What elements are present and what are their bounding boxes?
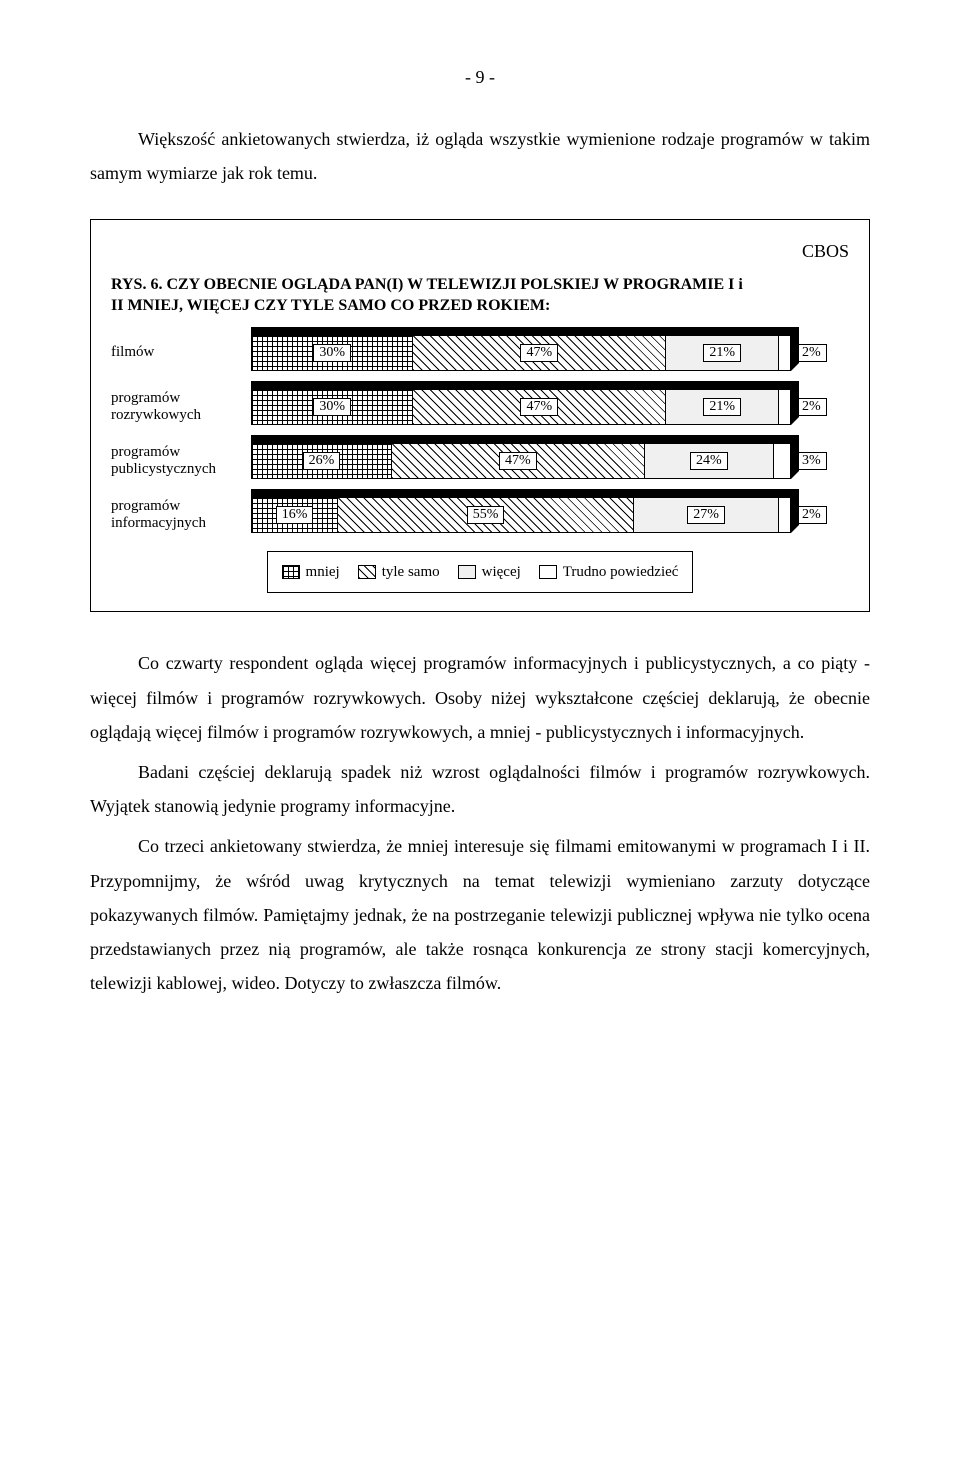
page-number: - 9 - xyxy=(90,60,870,94)
seg-tyle-samo: 47% xyxy=(392,444,645,478)
bar-face: 16% 55% 27% 2% xyxy=(251,497,791,533)
seg-tyle-samo: 47% xyxy=(413,336,666,370)
bar-row-label: filmów xyxy=(111,344,251,361)
value-box: 30% xyxy=(313,398,351,416)
bar-3d-top xyxy=(251,489,799,497)
bar-3d-right xyxy=(791,381,799,425)
seg-tyle-samo: 55% xyxy=(338,498,634,532)
seg-trudno: 3% xyxy=(774,444,790,478)
value-box: 27% xyxy=(687,506,725,524)
bar-face: 30% 47% 21% 2% xyxy=(251,389,791,425)
legend-label: tyle samo xyxy=(382,558,440,587)
seg-wiecej: 24% xyxy=(645,444,774,478)
seg-wiecej: 21% xyxy=(666,390,779,424)
bar-wrap: 30% 47% 21% 2% xyxy=(251,335,849,371)
value-box: 21% xyxy=(703,398,741,416)
bar-face: 30% 47% 21% 2% xyxy=(251,335,791,371)
value-box: 2% xyxy=(796,506,827,524)
seg-trudno: 2% xyxy=(779,498,790,532)
chart-panel: CBOS RYS. 6. CZY OBECNIE OGLĄDA PAN(I) W… xyxy=(90,219,870,613)
swatch-grid-icon xyxy=(282,565,300,579)
body-paragraph: Co czwarty respondent ogląda więcej prog… xyxy=(90,646,870,749)
value-box: 3% xyxy=(796,452,827,470)
bar-row-label: programów publicystycznych xyxy=(111,444,251,479)
bar-wrap: 16% 55% 27% 2% xyxy=(251,497,849,533)
value-box: 55% xyxy=(467,506,505,524)
seg-trudno: 2% xyxy=(779,336,790,370)
value-box: 47% xyxy=(520,344,558,362)
value-box: 21% xyxy=(703,344,741,362)
value-box: 26% xyxy=(303,452,341,470)
bar-rows-container: filmów30%47%21%2%programów rozrywkowych3… xyxy=(111,335,849,533)
body-paragraph: Badani częściej deklarują spadek niż wzr… xyxy=(90,755,870,823)
value-box: 16% xyxy=(276,506,314,524)
seg-mniej: 26% xyxy=(252,444,392,478)
value-box: 24% xyxy=(690,452,728,470)
seg-mniej: 16% xyxy=(252,498,338,532)
seg-mniej: 30% xyxy=(252,390,413,424)
seg-wiecej: 27% xyxy=(634,498,779,532)
chart-legend: mniej tyle samo więcej Trudno powiedzieć xyxy=(267,551,694,594)
seg-tyle-samo: 47% xyxy=(413,390,666,424)
cbos-label: CBOS xyxy=(111,234,849,268)
legend-item-wiecej: więcej xyxy=(458,558,521,587)
bar-wrap: 26% 47% 24% 3% xyxy=(251,443,849,479)
seg-wiecej: 21% xyxy=(666,336,779,370)
swatch-plain-icon xyxy=(458,565,476,579)
bar-row: programów rozrywkowych 30% 47% 21% 2% xyxy=(111,389,849,425)
legend-label: mniej xyxy=(306,558,340,587)
legend-item-mniej: mniej xyxy=(282,558,340,587)
body-paragraph: Co trzeci ankietowany stwierdza, że mnie… xyxy=(90,829,870,1000)
value-box: 47% xyxy=(499,452,537,470)
bar-row: filmów 30% 47% 21% 2% xyxy=(111,335,849,371)
chart-caption: RYS. 6. CZY OBECNIE OGLĄDA PAN(I) W TELE… xyxy=(111,274,751,317)
swatch-diag-icon xyxy=(358,565,376,579)
value-box: 47% xyxy=(520,398,558,416)
legend-label: więcej xyxy=(482,558,521,587)
bar-3d-top xyxy=(251,435,799,443)
value-box: 2% xyxy=(796,344,827,362)
bar-row: programów publicystycznych 26% 47% 24% 3% xyxy=(111,443,849,479)
bar-face: 26% 47% 24% 3% xyxy=(251,443,791,479)
value-box: 30% xyxy=(313,344,351,362)
legend-item-trudno: Trudno powiedzieć xyxy=(539,558,679,587)
bar-3d-right xyxy=(791,435,799,479)
bar-3d-top xyxy=(251,327,799,335)
bar-wrap: 30% 47% 21% 2% xyxy=(251,389,849,425)
swatch-white-icon xyxy=(539,565,557,579)
bar-3d-right xyxy=(791,327,799,371)
bar-row: programów informacyjnych 16% 55% 27% 2% xyxy=(111,497,849,533)
bar-row-label: programów informacyjnych xyxy=(111,498,251,533)
bar-3d-right xyxy=(791,489,799,533)
seg-mniej: 30% xyxy=(252,336,413,370)
legend-label: Trudno powiedzieć xyxy=(563,558,679,587)
value-box: 2% xyxy=(796,398,827,416)
intro-paragraph: Większość ankietowanych stwierdza, iż og… xyxy=(90,122,870,190)
seg-trudno: 2% xyxy=(779,390,790,424)
bar-3d-top xyxy=(251,381,799,389)
bar-row-label: programów rozrywkowych xyxy=(111,390,251,425)
legend-item-tyle-samo: tyle samo xyxy=(358,558,440,587)
